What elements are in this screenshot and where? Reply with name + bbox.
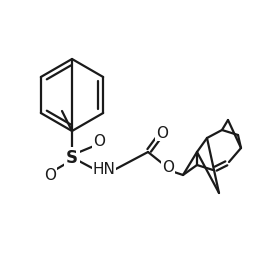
Text: O: O — [44, 167, 56, 183]
Text: O: O — [156, 125, 168, 140]
Text: HN: HN — [93, 163, 115, 178]
Text: S: S — [66, 149, 78, 167]
Text: O: O — [162, 160, 174, 175]
Text: O: O — [93, 134, 105, 148]
